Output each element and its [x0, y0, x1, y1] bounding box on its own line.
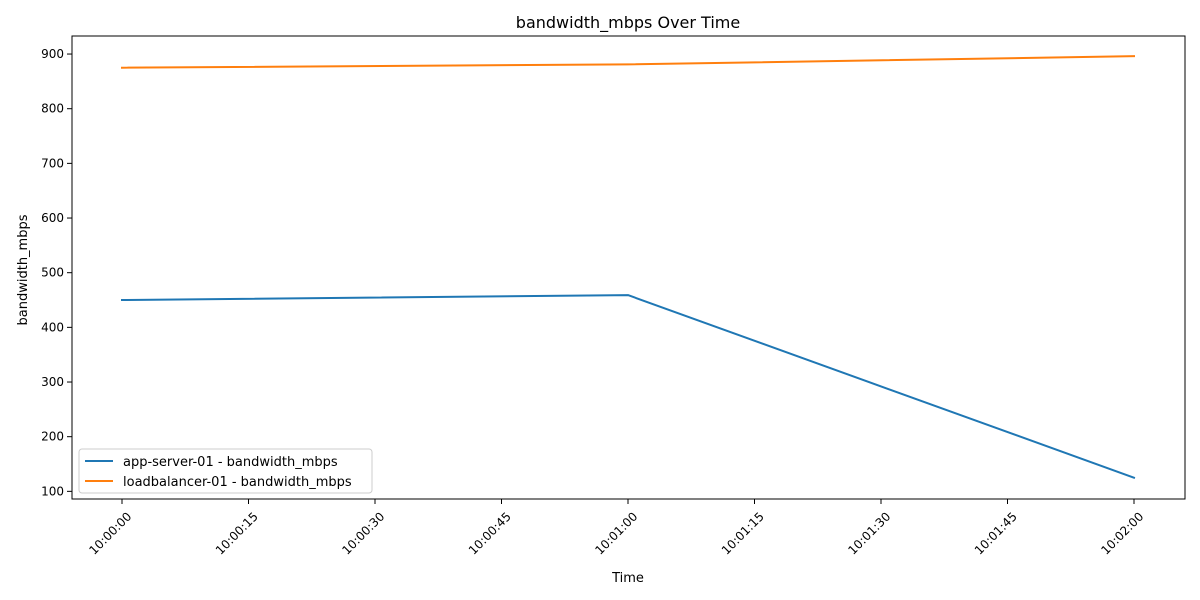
y-tick-label: 500 — [41, 266, 64, 280]
x-tick-label: 10:01:15 — [719, 509, 767, 557]
y-tick-label: 600 — [41, 211, 64, 225]
legend-box — [78, 448, 373, 494]
x-tick-label: 10:01:30 — [845, 509, 893, 557]
legend-label-2: loadbalancer-01 - bandwidth_mbps — [123, 475, 352, 490]
x-tick-label: 10:02:00 — [1098, 509, 1146, 557]
y-tick-label: 400 — [41, 320, 64, 334]
x-tick-label: 10:01:00 — [592, 509, 640, 557]
x-tick-label: 10:00:00 — [86, 509, 134, 557]
y-tick-label: 900 — [41, 47, 64, 61]
x-axis-ticks: 10:00:00 10:00:15 10:00:30 10:00:45 10:01:00… — [86, 499, 1146, 557]
series-line-2 — [120, 55, 1136, 69]
y-tick-label: 300 — [41, 375, 64, 389]
y-tick-label: 800 — [41, 102, 64, 116]
x-tick-label: 10:01:45 — [972, 509, 1020, 557]
series-lines — [120, 55, 1136, 479]
legend: app-server-01 - bandwidth_mbps loadbalanc… — [78, 448, 373, 494]
plot-area-frame — [71, 35, 1186, 500]
legend-label-1: app-server-01 - bandwidth_mbps — [123, 455, 338, 470]
x-tick-label: 10:00:45 — [466, 509, 514, 557]
x-tick-label: 10:00:30 — [339, 509, 387, 557]
y-tick-label: 100 — [41, 484, 64, 498]
y-tick-label: 200 — [41, 430, 64, 444]
chart-title: bandwidth_mbps Over Time — [516, 13, 740, 33]
y-tick-label: 700 — [41, 156, 64, 170]
x-axis-label: Time — [611, 571, 644, 586]
x-tick-label: 10:00:15 — [213, 509, 261, 557]
y-axis-ticks: 100 200 300 400 500 600 700 800 900 — [41, 47, 72, 498]
y-axis-label: bandwidth_mbps — [16, 214, 31, 325]
